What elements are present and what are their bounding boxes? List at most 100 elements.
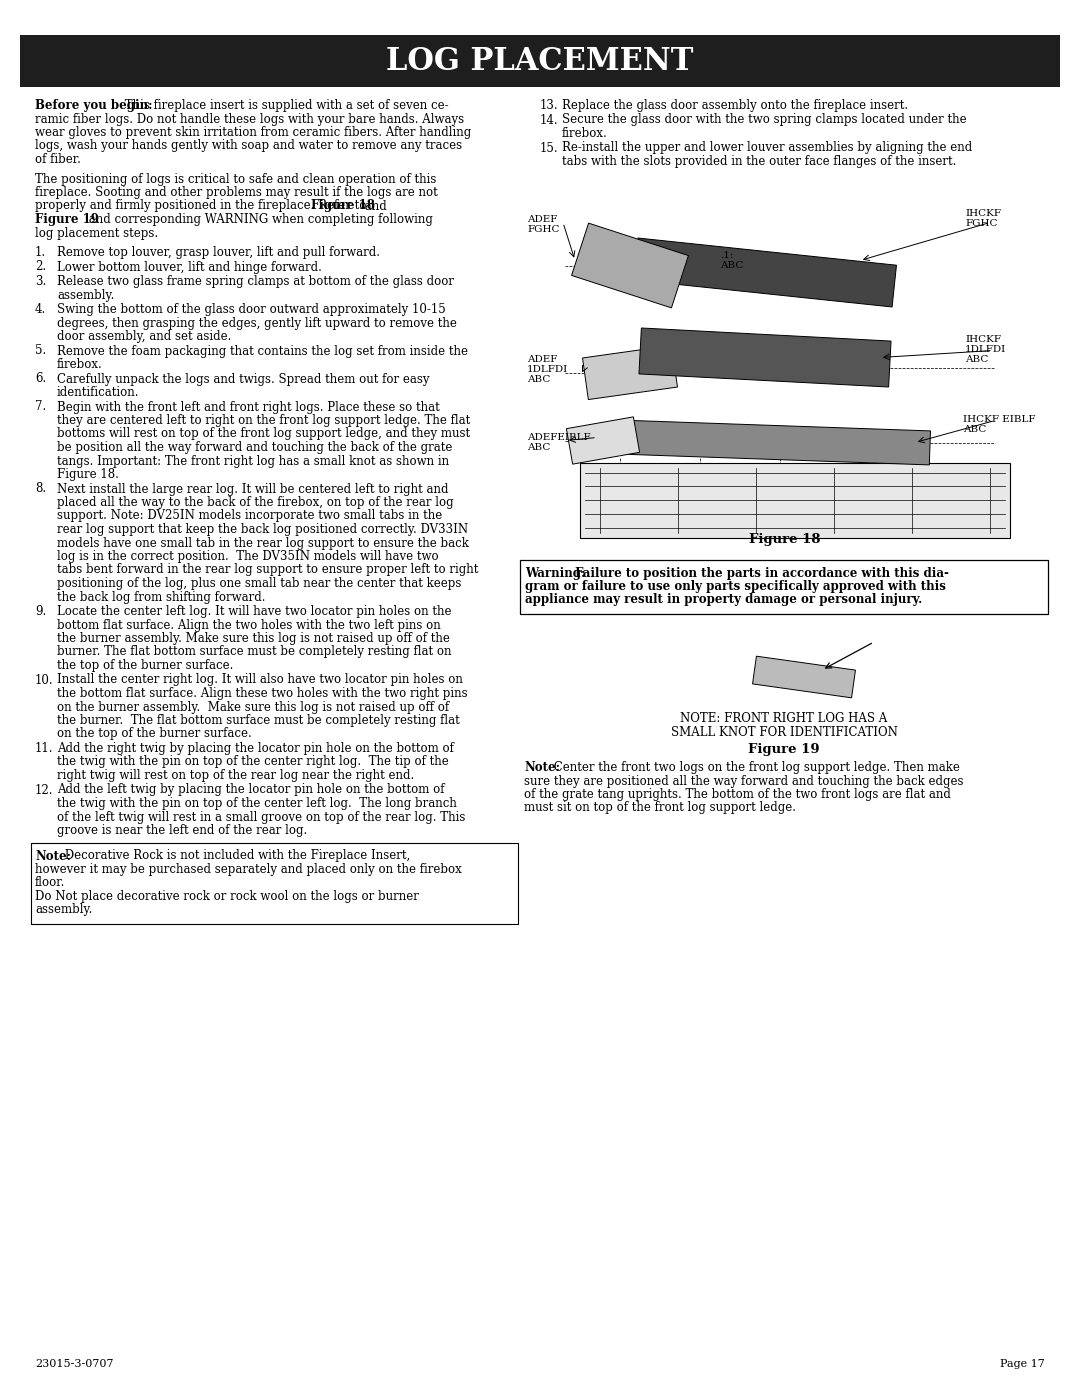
Text: right twig will rest on top of the rear log near the right end.: right twig will rest on top of the rear … [57, 768, 415, 782]
Text: bottoms will rest on top of the front log support ledge, and they must: bottoms will rest on top of the front lo… [57, 427, 470, 440]
Text: 11.: 11. [35, 742, 54, 754]
Text: 1DLFDI: 1DLFDI [966, 345, 1007, 355]
Text: Locate the center left log. It will have two locator pin holes on the: Locate the center left log. It will have… [57, 605, 451, 617]
Text: 10.: 10. [35, 673, 54, 686]
Text: bottom flat surface. Align the two holes with the two left pins on: bottom flat surface. Align the two holes… [57, 619, 441, 631]
Text: assembly.: assembly. [57, 289, 114, 302]
Text: ABC: ABC [527, 443, 551, 451]
Text: LOG PLACEMENT: LOG PLACEMENT [387, 46, 693, 77]
Text: however it may be purchased separately and placed only on the firebox: however it may be purchased separately a… [35, 863, 462, 876]
Text: ABC: ABC [720, 260, 743, 270]
Text: firebox.: firebox. [57, 358, 103, 372]
Text: ADEF: ADEF [527, 355, 557, 365]
Text: Remove the foam packaging that contains the log set from inside the: Remove the foam packaging that contains … [57, 345, 468, 358]
Polygon shape [634, 237, 896, 307]
Text: Remove top louver, grasp louver, lift and pull forward.: Remove top louver, grasp louver, lift an… [57, 246, 380, 258]
Text: 8.: 8. [35, 482, 46, 496]
Text: 7.: 7. [35, 401, 46, 414]
Text: gram or failure to use only parts specifically approved with this: gram or failure to use only parts specif… [525, 580, 946, 592]
Text: assembly.: assembly. [35, 904, 93, 916]
Text: log is in the correct position.  The DV35IN models will have two: log is in the correct position. The DV35… [57, 550, 438, 563]
Polygon shape [582, 345, 677, 400]
Text: Do Not place decorative rock or rock wool on the logs or burner: Do Not place decorative rock or rock woo… [35, 890, 419, 902]
Polygon shape [571, 224, 688, 307]
Text: degrees, then grasping the edges, gently lift upward to remove the: degrees, then grasping the edges, gently… [57, 317, 457, 330]
Text: support. Note: DV25IN models incorporate two small tabs in the: support. Note: DV25IN models incorporate… [57, 510, 442, 522]
Text: Page 17: Page 17 [1000, 1359, 1045, 1369]
Text: be position all the way forward and touching the back of the grate: be position all the way forward and touc… [57, 441, 453, 454]
Text: FGHC: FGHC [966, 219, 998, 229]
Text: ADEFEIBLF: ADEFEIBLF [527, 433, 591, 441]
Text: the twig with the pin on top of the center right log.  The tip of the: the twig with the pin on top of the cent… [57, 756, 449, 768]
Text: logs, wash your hands gently with soap and water to remove any traces: logs, wash your hands gently with soap a… [35, 140, 462, 152]
Text: they are centered left to right on the front log support ledge. The flat: they are centered left to right on the f… [57, 414, 470, 427]
Text: 5.: 5. [35, 345, 46, 358]
Text: log placement steps.: log placement steps. [35, 226, 158, 239]
Text: NOTE: FRONT RIGHT LOG HAS A: NOTE: FRONT RIGHT LOG HAS A [680, 712, 888, 725]
Text: ADEF: ADEF [527, 215, 557, 225]
Text: 6.: 6. [35, 373, 46, 386]
Text: This fireplace insert is supplied with a set of seven ce-: This fireplace insert is supplied with a… [121, 99, 448, 112]
Text: sure they are positioned all the way forward and touching the back edges: sure they are positioned all the way for… [524, 774, 963, 788]
Text: IHCKF: IHCKF [966, 335, 1001, 345]
Text: 14.: 14. [540, 113, 558, 127]
Text: the top of the burner surface.: the top of the burner surface. [57, 659, 233, 672]
Text: Figure 18: Figure 18 [750, 532, 821, 545]
Text: ABC: ABC [963, 426, 986, 434]
Text: .1:: .1: [720, 250, 733, 260]
Text: Swing the bottom of the glass door outward approximately 10-15: Swing the bottom of the glass door outwa… [57, 303, 446, 316]
Text: IHCKF EIBLF: IHCKF EIBLF [963, 415, 1036, 425]
Text: The positioning of logs is critical to safe and clean operation of this: The positioning of logs is critical to s… [35, 172, 436, 186]
Text: firebox.: firebox. [562, 127, 608, 140]
Polygon shape [753, 657, 855, 698]
Text: Add the left twig by placing the locator pin hole on the bottom of: Add the left twig by placing the locator… [57, 784, 445, 796]
Text: 15.: 15. [540, 141, 558, 155]
Text: must sit on top of the front log support ledge.: must sit on top of the front log support… [524, 802, 796, 814]
Text: tabs with the slots provided in the outer face flanges of the insert.: tabs with the slots provided in the oute… [562, 155, 957, 168]
Text: the burner assembly. Make sure this log is not raised up off of the: the burner assembly. Make sure this log … [57, 631, 450, 645]
Text: FGHC: FGHC [527, 225, 559, 235]
Text: ABC: ABC [966, 355, 988, 365]
Text: the twig with the pin on top of the center left log.  The long branch: the twig with the pin on top of the cent… [57, 798, 457, 810]
Text: fireplace. Sooting and other problems may result if the logs are not: fireplace. Sooting and other problems ma… [35, 186, 437, 198]
Text: 12.: 12. [35, 784, 54, 796]
Polygon shape [620, 420, 931, 465]
Text: groove is near the left end of the rear log.: groove is near the left end of the rear … [57, 824, 307, 837]
Text: on the burner assembly.  Make sure this log is not raised up off of: on the burner assembly. Make sure this l… [57, 700, 449, 714]
Text: positioning of the log, plus one small tab near the center that keeps: positioning of the log, plus one small t… [57, 577, 461, 590]
Text: 13.: 13. [540, 99, 558, 112]
Text: 2.: 2. [35, 260, 46, 274]
Text: 3.: 3. [35, 275, 46, 288]
Text: Failure to position the parts in accordance with this dia-: Failure to position the parts in accorda… [571, 567, 949, 580]
Text: Install the center right log. It will also have two locator pin holes on: Install the center right log. It will al… [57, 673, 463, 686]
Text: 9.: 9. [35, 605, 46, 617]
Text: Lower bottom louver, lift and hinge forward.: Lower bottom louver, lift and hinge forw… [57, 260, 322, 274]
Text: models have one small tab in the rear log support to ensure the back: models have one small tab in the rear lo… [57, 536, 469, 549]
Text: of the left twig will rest in a small groove on top of the rear log. This: of the left twig will rest in a small gr… [57, 810, 465, 823]
Text: the burner.  The flat bottom surface must be completely resting flat: the burner. The flat bottom surface must… [57, 714, 460, 726]
Text: wear gloves to prevent skin irritation from ceramic fibers. After handling: wear gloves to prevent skin irritation f… [35, 126, 471, 138]
Text: appliance may result in property damage or personal injury.: appliance may result in property damage … [525, 594, 922, 606]
Polygon shape [566, 416, 639, 464]
Text: Secure the glass door with the two spring clamps located under the: Secure the glass door with the two sprin… [562, 113, 967, 127]
Polygon shape [639, 328, 891, 387]
Text: Figure 19: Figure 19 [35, 212, 99, 226]
Text: Note:: Note: [524, 761, 561, 774]
Text: 23015-3-0707: 23015-3-0707 [35, 1359, 113, 1369]
Text: Replace the glass door assembly onto the fireplace insert.: Replace the glass door assembly onto the… [562, 99, 908, 112]
Text: Note:: Note: [35, 849, 71, 862]
Text: Re-install the upper and lower louver assemblies by aligning the end: Re-install the upper and lower louver as… [562, 141, 972, 155]
Text: door assembly, and set aside.: door assembly, and set aside. [57, 330, 231, 344]
Text: Figure 18.: Figure 18. [57, 468, 119, 481]
Text: burner. The flat bottom surface must be completely resting flat on: burner. The flat bottom surface must be … [57, 645, 451, 658]
Text: Release two glass frame spring clamps at bottom of the glass door: Release two glass frame spring clamps at… [57, 275, 454, 288]
Text: Decorative Rock is not included with the Fireplace Insert,: Decorative Rock is not included with the… [60, 849, 410, 862]
Text: on the top of the burner surface.: on the top of the burner surface. [57, 728, 252, 740]
Text: Figure 18: Figure 18 [311, 200, 375, 212]
Text: the bottom flat surface. Align these two holes with the two right pins: the bottom flat surface. Align these two… [57, 687, 468, 700]
Text: Next install the large rear log. It will be centered left to right and: Next install the large rear log. It will… [57, 482, 448, 496]
Text: Before you begin:: Before you begin: [35, 99, 152, 112]
Text: tabs bent forward in the rear log support to ensure proper left to right: tabs bent forward in the rear log suppor… [57, 563, 478, 577]
Text: floor.: floor. [35, 876, 66, 890]
Text: IHCKF: IHCKF [966, 210, 1001, 218]
